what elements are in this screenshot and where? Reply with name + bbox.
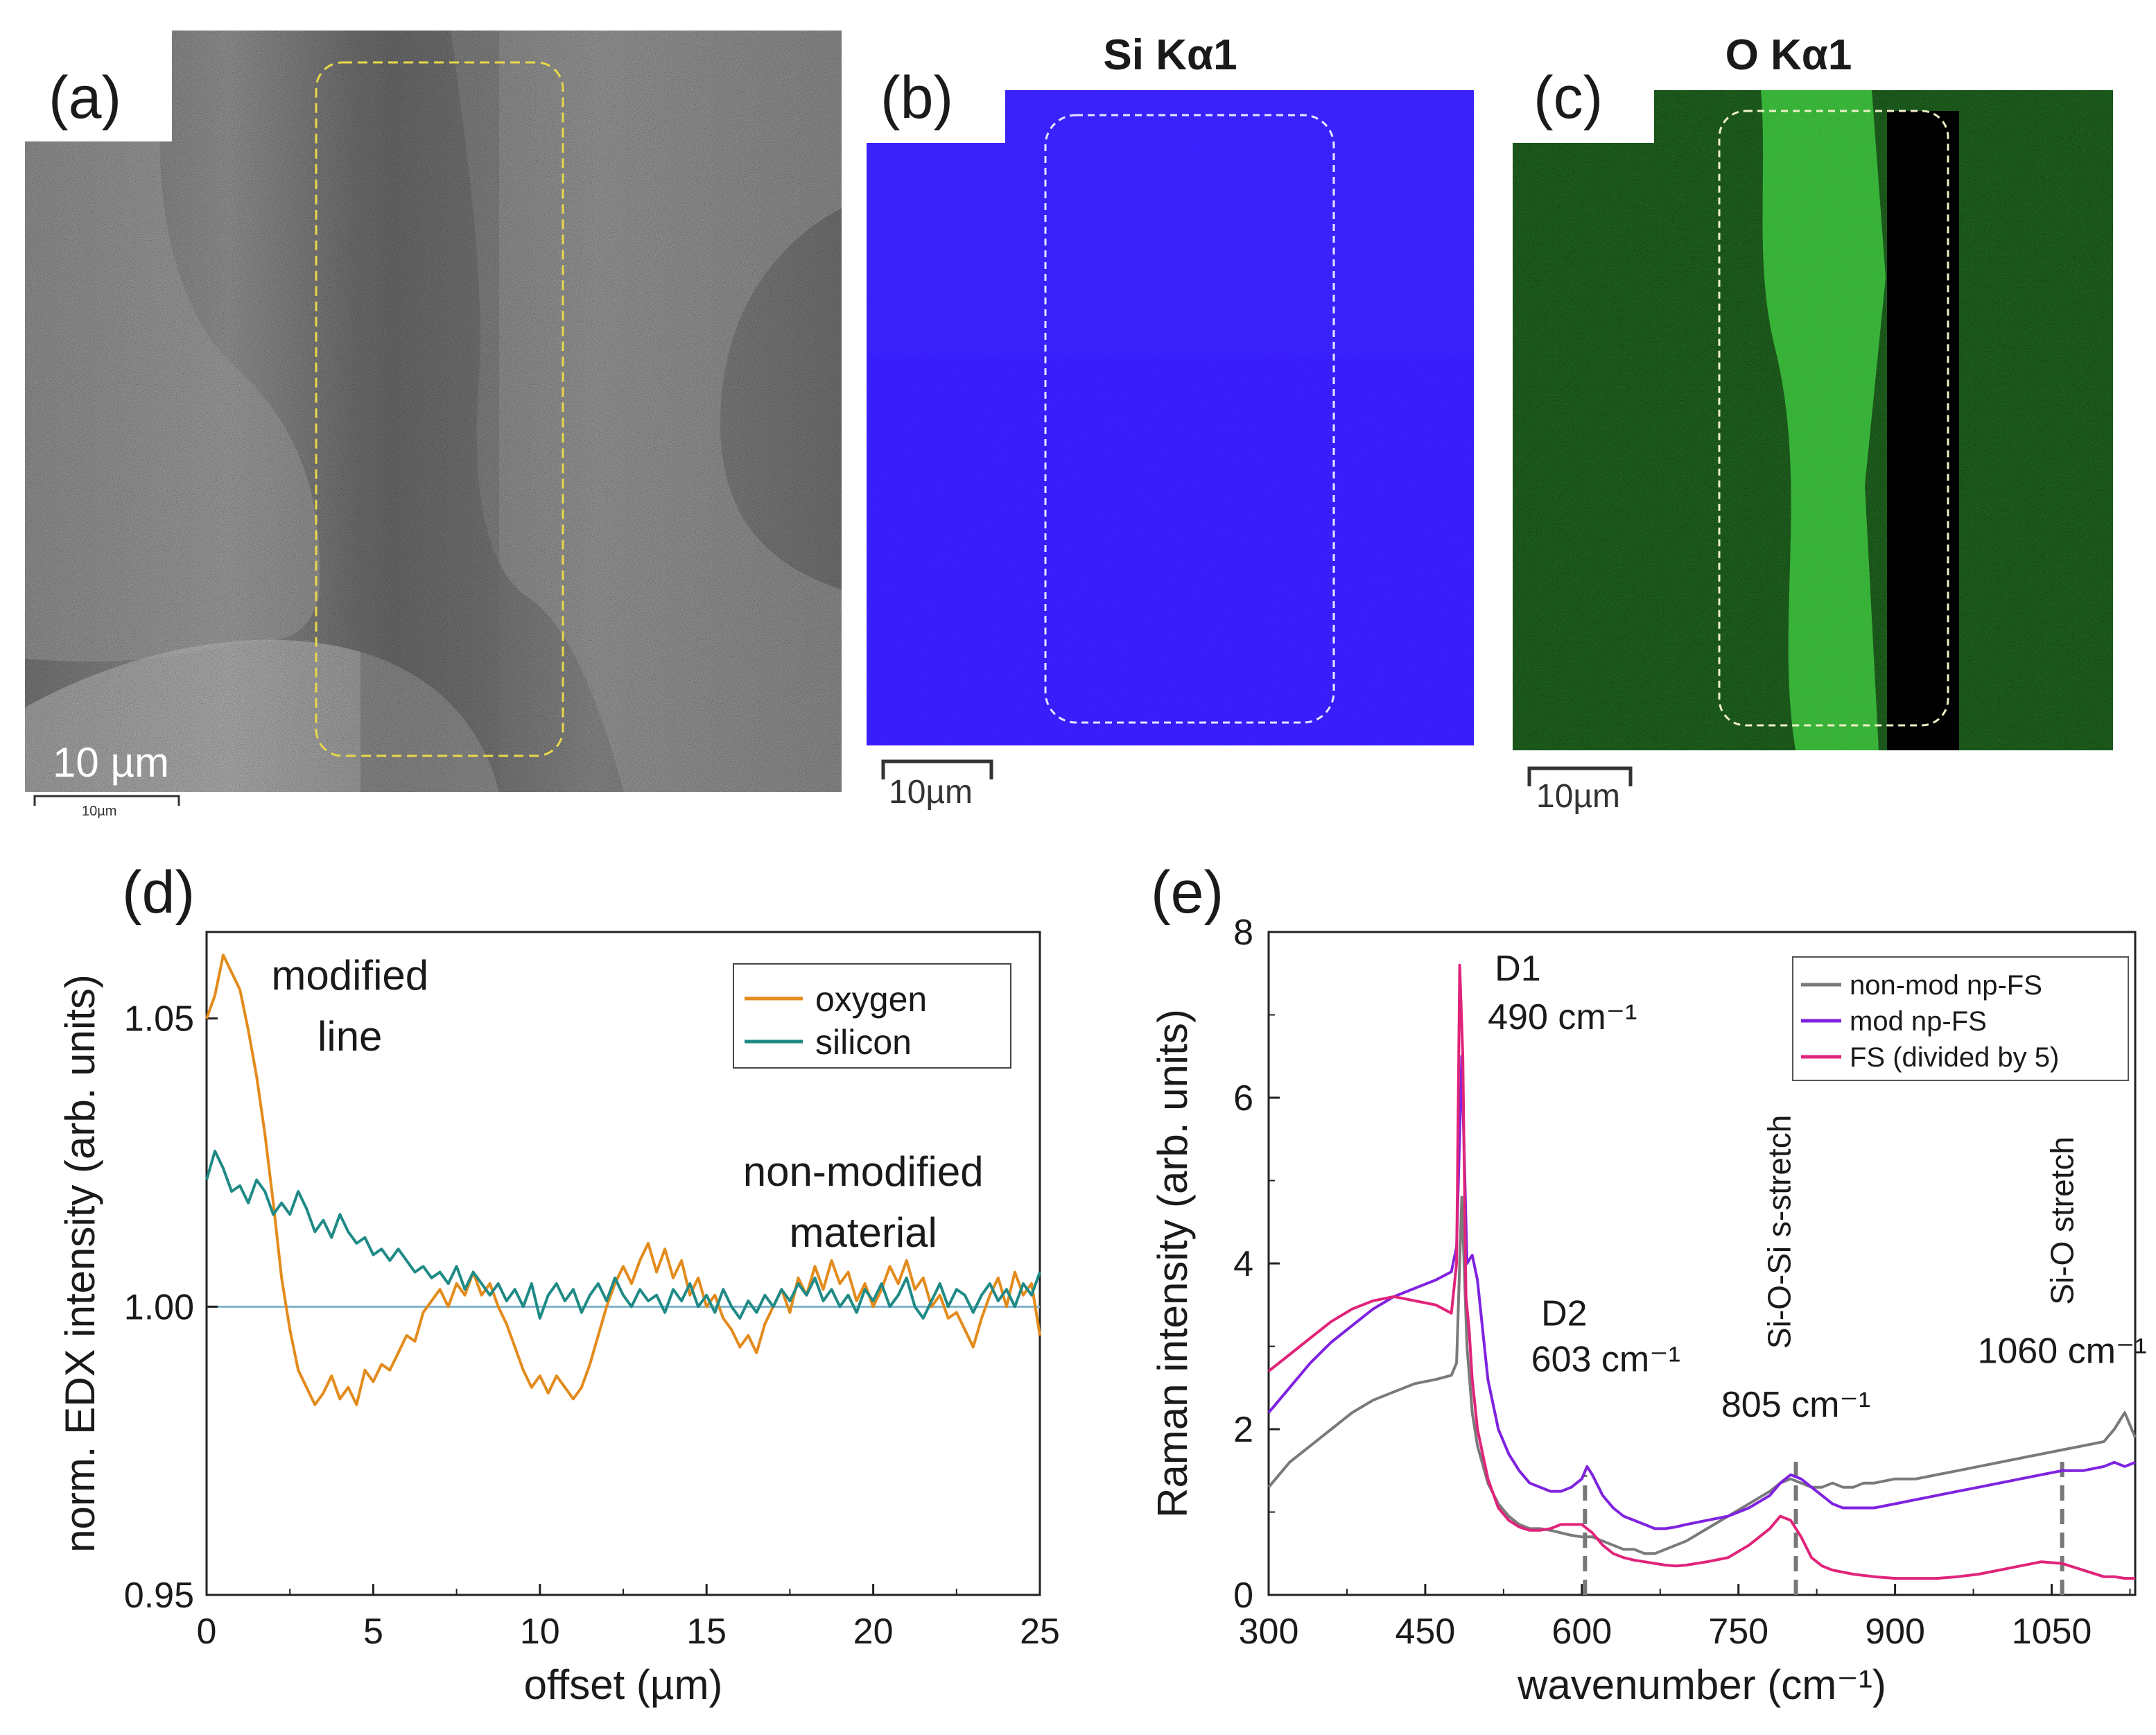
y-tick-label-d: 1.00 (124, 1287, 194, 1327)
roi-box-a (315, 61, 564, 757)
annotation-d: line (318, 1013, 382, 1060)
x-tick-label-d: 10 (520, 1612, 560, 1652)
legend-label-e: mod np-FS (1850, 1006, 1987, 1037)
panel-label-c: (c) (1533, 64, 1603, 131)
y-axis-label-e: Raman intensity (arb. units) (1149, 1009, 1196, 1518)
label-a-bg (25, 31, 172, 141)
x-tick-label-d: 0 (197, 1612, 217, 1652)
chart-e: 300 450 600 750 900 1050 0 2 4 6 8 wavenumber (cm⁻¹… (1149, 913, 2147, 1708)
series-line-silicon (205, 1149, 1041, 1320)
y-tick-label-e: 6 (1233, 1078, 1253, 1119)
series-line-oxygen (205, 953, 1041, 1406)
annotation-d2-name: D2 (1541, 1294, 1587, 1334)
annotation-d1-value: 490 cm⁻¹ (1488, 997, 1637, 1037)
panel-label-a: (a) (49, 64, 121, 131)
panel-label-b: (b) (880, 64, 953, 131)
x-tick-label-d: 15 (686, 1612, 727, 1652)
annotation-siosi-name: Si-O-Si s-stretch (1762, 1115, 1798, 1349)
roi-box-c (1718, 110, 1949, 727)
panel-d: (d) 0 5 10 15 20 25 0.95 1.00 1.05 offset (µm) nor… (57, 859, 1060, 1708)
scale-bar-b (881, 759, 993, 779)
y-tick-label-e: 2 (1233, 1410, 1253, 1450)
series-line-fs-divided-by-5- (1267, 963, 2135, 1580)
annotation-sio-value: 1060 cm⁻¹ (1977, 1331, 2146, 1371)
y-tick-label-d: 0.95 (124, 1576, 194, 1616)
x-tick-label-d: 20 (853, 1612, 894, 1652)
y-tick-label-d: 1.05 (124, 999, 194, 1039)
sem-grain (25, 31, 842, 792)
scale-bar-c (1527, 766, 1633, 786)
panel-e: (e) 300 450 600 750 900 1050 0 2 4 6 8 wavenumber (… (1149, 859, 2147, 1708)
annotation-sio-name: Si-O stretch (2044, 1137, 2080, 1305)
scale-small-text-a: 10µm (82, 804, 116, 819)
x-tick-label-e: 450 (1396, 1612, 1456, 1652)
annotation-siosi-value: 805 cm⁻¹ (1721, 1385, 1870, 1425)
legend-label-silicon: silicon (815, 1023, 912, 1062)
legend-label-oxygen: oxygen (815, 980, 927, 1019)
panel-b: (b) Si Kα1 10µm (867, 31, 1474, 811)
legend-label-e: FS (divided by 5) (1850, 1042, 2059, 1073)
panel-a: (a) 10 µm 10µm (25, 31, 842, 819)
y-tick-label-e: 4 (1233, 1244, 1253, 1284)
x-axis-label-d: offset (µm) (524, 1661, 723, 1708)
x-tick-label-e: 1050 (2012, 1612, 2092, 1652)
x-tick-label-e: 600 (1551, 1612, 1612, 1652)
panel-c: (c) O Kα1 10µm (1513, 31, 2113, 815)
series-line-mod-np-fs (1267, 1055, 2136, 1530)
o-map-bright-band (1761, 90, 1886, 750)
x-axis-label-e: wavenumber (cm⁻¹) (1517, 1661, 1886, 1708)
series-line-non-mod-np-fs (1267, 1195, 2137, 1555)
annotation-d: modified (271, 952, 428, 999)
chart-d: 0 5 10 15 20 25 0.95 1.00 1.05 offset (µm) norm. E… (57, 931, 1060, 1708)
scale-text-a: 10 µm (53, 739, 169, 786)
legend-label-e: non-mod np-FS (1850, 970, 2042, 1001)
scale-text-b: 10µm (889, 774, 973, 811)
x-tick-label-e: 300 (1239, 1612, 1299, 1652)
x-tick-label-d: 25 (1020, 1612, 1060, 1652)
map-title-b: Si Kα1 (1103, 31, 1237, 79)
legend-box-e (1792, 956, 2129, 1081)
x-tick-label-e: 750 (1708, 1612, 1768, 1652)
annotation-d1-name: D1 (1495, 949, 1540, 989)
legend-box-d (733, 963, 1011, 1069)
annotation-d: material (789, 1209, 937, 1256)
scale-text-c: 10µm (1536, 778, 1620, 815)
y-tick-label-e: 8 (1233, 913, 1253, 953)
roi-box-b (1044, 114, 1335, 724)
annotation-d2-value: 603 cm⁻¹ (1531, 1339, 1680, 1379)
panel-label-e: (e) (1151, 859, 1224, 926)
panel-label-d: (d) (122, 859, 195, 926)
si-map-grain (867, 90, 1474, 745)
scale-bar-a (33, 795, 180, 806)
label-b-bg (867, 90, 1005, 143)
y-tick-label-e: 0 (1233, 1576, 1253, 1616)
x-tick-label-d: 5 (363, 1612, 383, 1652)
annotation-d: non-modified (743, 1148, 984, 1195)
map-title-c: O Kα1 (1725, 31, 1852, 79)
x-tick-label-e: 900 (1865, 1612, 1925, 1652)
label-c-bg (1513, 90, 1654, 143)
y-axis-label-d: norm. EDX intensity (arb. units) (57, 974, 103, 1553)
